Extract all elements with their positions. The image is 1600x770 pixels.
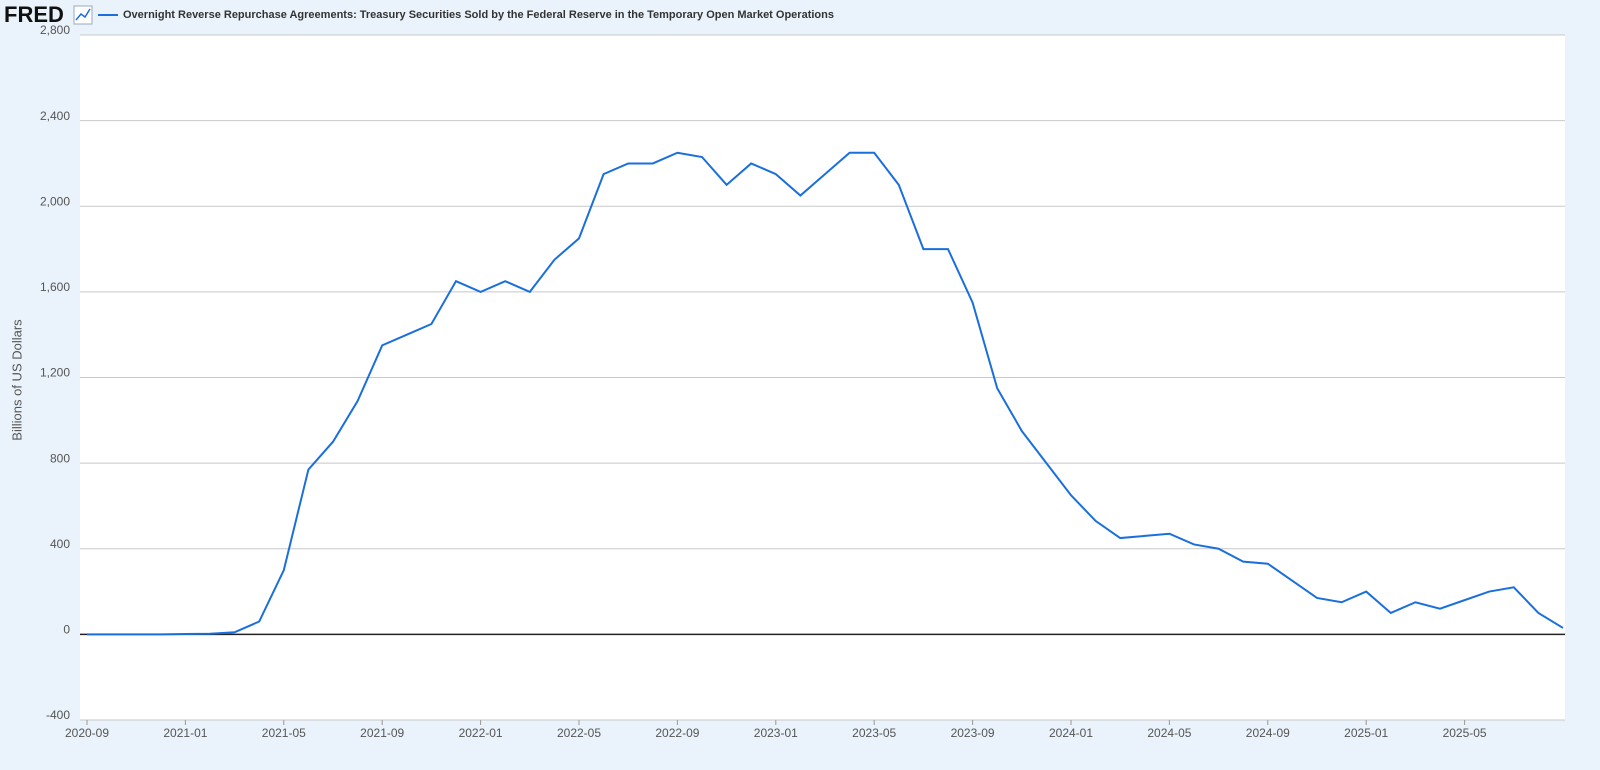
x-tick-label: 2021-01	[163, 726, 207, 740]
x-tick-label: 2023-05	[852, 726, 896, 740]
y-tick-label: 800	[50, 451, 70, 465]
data-line	[87, 151, 1564, 636]
logo: FRED	[4, 2, 64, 27]
y-tick-label: 2,800	[40, 23, 70, 37]
x-tick-label: 2021-05	[262, 726, 306, 740]
x-tick-label: 2022-05	[557, 726, 601, 740]
legend-label: Overnight Reverse Repurchase Agreements:…	[123, 9, 834, 21]
y-tick-label: 2,400	[40, 109, 70, 123]
x-tick-label: 2022-09	[655, 726, 699, 740]
x-tick-label: 2022-01	[459, 726, 503, 740]
x-tick-label: 2024-01	[1049, 726, 1093, 740]
y-tick-label: -400	[46, 708, 70, 722]
y-tick-label: 1,200	[40, 366, 70, 380]
x-tick-label: 2020-09	[65, 726, 109, 740]
logo-icon	[73, 5, 93, 25]
x-tick-label: 2023-09	[951, 726, 995, 740]
y-tick-label: 400	[50, 537, 70, 551]
x-tick-label: 2024-09	[1246, 726, 1290, 740]
x-tick-label: 2025-05	[1443, 726, 1487, 740]
x-tick-label: 2023-01	[754, 726, 798, 740]
y-axis-label: Billions of US Dollars	[9, 319, 24, 441]
y-tick-label: 1,600	[40, 280, 70, 294]
x-tick-label: 2025-01	[1344, 726, 1388, 740]
y-tick-label: 0	[63, 623, 70, 637]
x-tick-label: 2024-05	[1147, 726, 1191, 740]
x-tick-label: 2021-09	[360, 726, 404, 740]
y-tick-label: 2,000	[40, 194, 70, 208]
